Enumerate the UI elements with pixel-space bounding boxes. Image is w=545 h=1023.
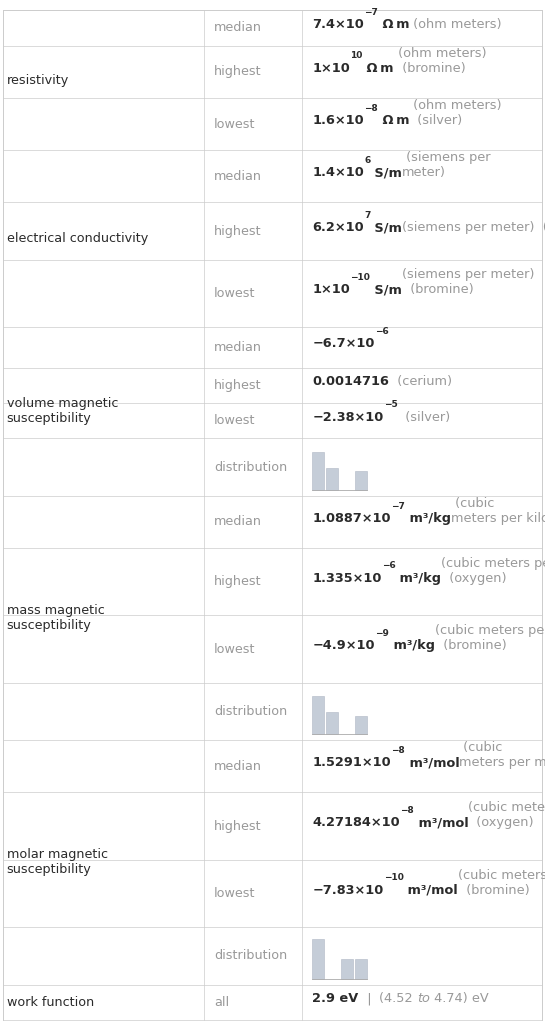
Text: 6.2×10: 6.2×10 — [312, 221, 364, 234]
Bar — [355, 716, 367, 735]
Text: (cubic meters per mole)
  (bromine): (cubic meters per mole) (bromine) — [458, 853, 545, 896]
Text: (ohm meters)
  (bromine): (ohm meters) (bromine) — [394, 47, 487, 75]
Text: −6: −6 — [382, 562, 396, 571]
Text: S/m: S/m — [370, 283, 402, 297]
Text: mass magnetic
susceptibility: mass magnetic susceptibility — [7, 604, 104, 632]
Text: m³/mol: m³/mol — [414, 816, 468, 829]
Text: median: median — [214, 21, 262, 35]
Text: median: median — [214, 341, 262, 354]
Text: Ω m: Ω m — [378, 114, 409, 127]
Bar — [326, 468, 338, 490]
Text: −9: −9 — [375, 629, 389, 637]
Text: −10: −10 — [384, 874, 403, 882]
Text: volume magnetic
susceptibility: volume magnetic susceptibility — [7, 397, 118, 426]
Text: (4.52: (4.52 — [379, 992, 417, 1006]
Text: S/m: S/m — [370, 167, 402, 179]
Text: resistivity: resistivity — [7, 74, 69, 87]
Text: 1.6×10: 1.6×10 — [312, 114, 364, 127]
Text: m³/mol: m³/mol — [404, 756, 459, 769]
Text: lowest: lowest — [214, 286, 256, 300]
Text: −8: −8 — [364, 103, 378, 113]
Text: (siemens per meter)  (silver): (siemens per meter) (silver) — [402, 206, 545, 234]
Text: (siemens per meter)
  (bromine): (siemens per meter) (bromine) — [402, 254, 534, 297]
Text: to: to — [417, 992, 430, 1006]
Text: lowest: lowest — [214, 642, 256, 656]
Bar — [341, 959, 353, 979]
Text: Ω m: Ω m — [378, 18, 409, 31]
Text: −8: −8 — [400, 806, 414, 814]
Text: electrical conductivity: electrical conductivity — [7, 232, 148, 246]
Text: 10: 10 — [350, 51, 362, 60]
Text: 4.74) eV: 4.74) eV — [430, 992, 489, 1006]
Text: 6: 6 — [364, 155, 370, 165]
Bar — [312, 697, 324, 735]
Text: 4.27184×10: 4.27184×10 — [312, 816, 400, 829]
Text: 1×10: 1×10 — [312, 283, 350, 297]
Text: highest: highest — [214, 225, 262, 237]
Text: (cubic meters per mole)
  (oxygen): (cubic meters per mole) (oxygen) — [468, 786, 545, 829]
Text: m³/mol: m³/mol — [403, 884, 458, 896]
Text: lowest: lowest — [214, 414, 256, 428]
Text: (cerium): (cerium) — [389, 375, 452, 389]
Text: highest: highest — [214, 575, 262, 588]
Text: m³/kg: m³/kg — [396, 572, 441, 585]
Text: m³/kg: m³/kg — [404, 512, 451, 525]
Text: −5: −5 — [384, 400, 397, 409]
Text: highest: highest — [214, 819, 262, 833]
Text: 2.9 eV: 2.9 eV — [312, 992, 359, 1006]
Text: −10: −10 — [350, 273, 370, 282]
Text: 1.335×10: 1.335×10 — [312, 572, 382, 585]
Text: −4.9×10: −4.9×10 — [312, 639, 375, 652]
Text: lowest: lowest — [214, 887, 256, 900]
Text: (cubic
meters per mole): (cubic meters per mole) — [459, 742, 545, 769]
Text: (silver): (silver) — [397, 410, 451, 424]
Text: m³/kg: m³/kg — [389, 639, 435, 652]
Text: −7: −7 — [364, 7, 378, 16]
Text: −6: −6 — [374, 327, 389, 337]
Text: all: all — [214, 995, 229, 1009]
Text: molar magnetic
susceptibility: molar magnetic susceptibility — [7, 848, 107, 877]
Text: 0.0014716: 0.0014716 — [312, 375, 389, 389]
Text: distribution: distribution — [214, 705, 287, 718]
Text: −7.83×10: −7.83×10 — [312, 884, 384, 896]
Text: distribution: distribution — [214, 949, 287, 963]
Text: highest: highest — [214, 65, 262, 78]
Text: median: median — [214, 170, 262, 183]
Text: highest: highest — [214, 379, 262, 392]
Text: median: median — [214, 760, 262, 772]
Text: median: median — [214, 516, 262, 528]
Text: 1.0887×10: 1.0887×10 — [312, 512, 391, 525]
Text: 1.4×10: 1.4×10 — [312, 167, 364, 179]
Text: (cubic meters per kilogram)
  (bromine): (cubic meters per kilogram) (bromine) — [435, 609, 545, 652]
Text: |: | — [359, 992, 379, 1006]
Text: −7: −7 — [391, 501, 404, 510]
Text: (ohm meters): (ohm meters) — [409, 18, 502, 31]
Text: 1×10: 1×10 — [312, 61, 350, 75]
Text: Ω m: Ω m — [362, 61, 394, 75]
Text: S/m: S/m — [370, 221, 402, 234]
Text: (cubic meters per kilogram)
  (oxygen): (cubic meters per kilogram) (oxygen) — [441, 541, 545, 585]
Text: 7: 7 — [364, 211, 370, 220]
Text: distribution: distribution — [214, 460, 287, 474]
Text: 1.5291×10: 1.5291×10 — [312, 756, 391, 769]
Bar — [326, 712, 338, 735]
Text: −2.38×10: −2.38×10 — [312, 410, 384, 424]
Text: −6.7×10: −6.7×10 — [312, 338, 374, 350]
Bar — [312, 452, 324, 490]
Bar — [355, 959, 367, 979]
Bar — [312, 938, 324, 979]
Text: (cubic
meters per kilogram): (cubic meters per kilogram) — [451, 497, 545, 525]
Text: 7.4×10: 7.4×10 — [312, 18, 364, 31]
Text: −8: −8 — [391, 746, 404, 755]
Text: (ohm meters)
  (silver): (ohm meters) (silver) — [409, 99, 502, 127]
Bar — [355, 472, 367, 490]
Text: work function: work function — [7, 995, 94, 1009]
Text: (siemens per
meter): (siemens per meter) — [402, 151, 490, 179]
Text: lowest: lowest — [214, 118, 256, 131]
